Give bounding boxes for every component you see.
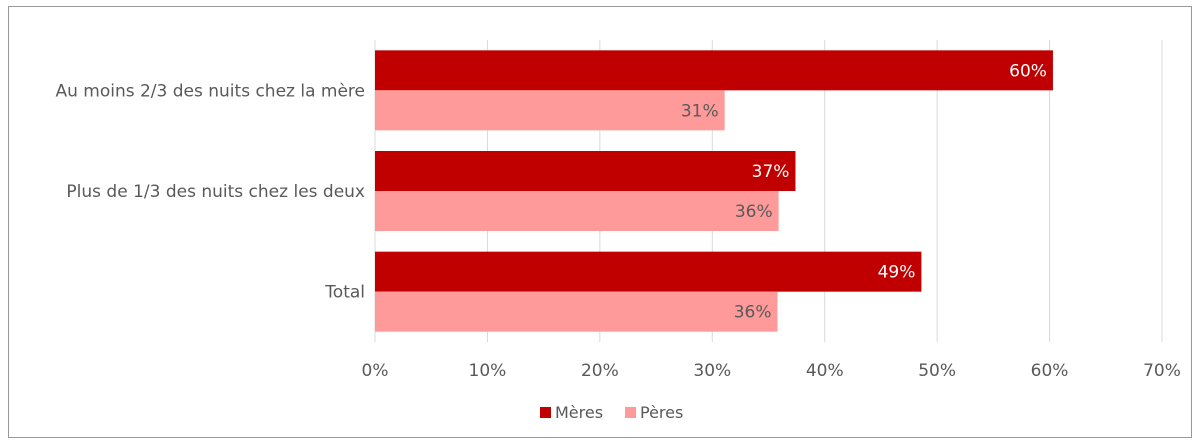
category-label: Au moins 2/3 des nuits chez la mère [55, 81, 365, 101]
legend-swatch [625, 407, 636, 418]
category-label: Total [324, 283, 365, 303]
bar-meres [375, 251, 922, 292]
x-tick-label: 30% [693, 361, 731, 381]
data-label: 36% [734, 303, 772, 323]
data-label: 60% [1009, 61, 1047, 81]
x-tick-label: 50% [918, 361, 956, 381]
x-tick-label: 40% [806, 361, 844, 381]
category-label: Plus de 1/3 des nuits chez les deux [66, 182, 365, 202]
data-label: 36% [735, 202, 773, 222]
legend-label: Mères [555, 403, 603, 422]
data-label: 37% [752, 162, 790, 182]
bar-peres [375, 90, 725, 131]
data-label: 31% [681, 101, 719, 121]
x-tick-label: 10% [469, 361, 507, 381]
bar-meres [375, 151, 796, 191]
legend-label: Pères [640, 403, 683, 422]
x-tick-label: 60% [1031, 361, 1069, 381]
x-tick-label: 0% [362, 361, 389, 381]
bar-peres [375, 291, 778, 332]
bar-meres [375, 50, 1053, 91]
legend-swatch [540, 407, 551, 418]
bar-peres [375, 191, 779, 231]
x-tick-label: 20% [581, 361, 619, 381]
data-label: 49% [878, 263, 916, 283]
x-tick-label: 70% [1143, 361, 1181, 381]
